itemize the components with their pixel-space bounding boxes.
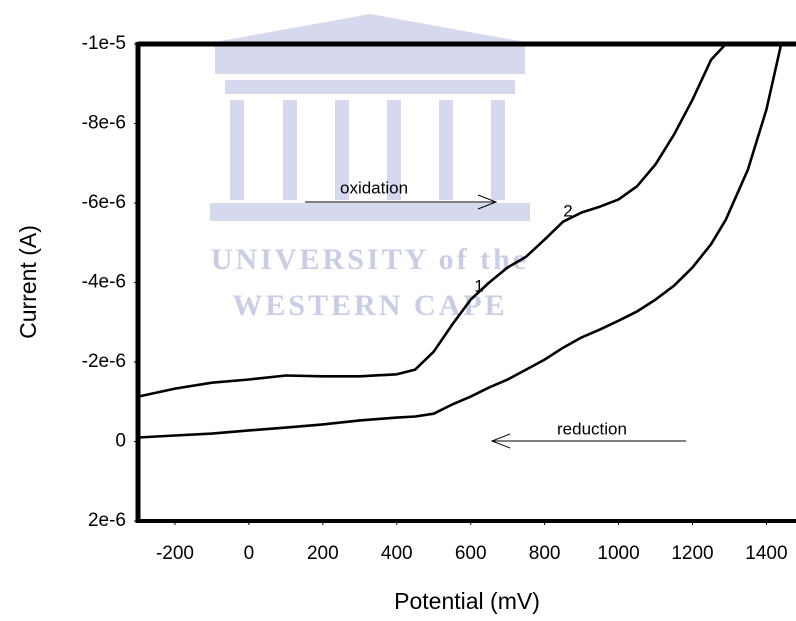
y-tick-label: -1e-5 — [82, 33, 126, 54]
x-tick-label: 600 — [455, 543, 487, 564]
x-tick-label: 400 — [381, 543, 413, 564]
curve — [137, 43, 783, 439]
y-tick-label: -4e-6 — [82, 272, 126, 293]
curve — [137, 43, 727, 398]
x-axis-title: Potential (mV) — [394, 588, 540, 614]
y-tick-label: -8e-6 — [82, 113, 126, 134]
watermark-text: UNIVERSITY of the — [211, 243, 529, 276]
x-tick-label: 1200 — [671, 543, 713, 564]
y-axis-title: Current (A) — [15, 225, 41, 339]
y-tick-label: 2e-6 — [88, 510, 126, 531]
annotation: reduction — [557, 419, 627, 438]
watermark-building — [210, 14, 530, 221]
y-tick-label: 0 — [115, 431, 126, 452]
x-tick-label: 200 — [307, 543, 339, 564]
x-tick-label: 1000 — [597, 543, 639, 564]
annotation: 1 — [474, 276, 483, 295]
x-tick-label: 800 — [529, 543, 561, 564]
y-tick-label: -2e-6 — [82, 351, 126, 372]
y-tick-label: -6e-6 — [82, 192, 126, 213]
annotation: oxidation — [340, 178, 408, 197]
x-tick-label: 0 — [244, 543, 255, 564]
annotation: 2 — [563, 201, 572, 220]
x-tick-label: 1400 — [745, 543, 787, 564]
annotation-arrows — [305, 194, 686, 449]
x-tick-label: -200 — [156, 543, 194, 564]
